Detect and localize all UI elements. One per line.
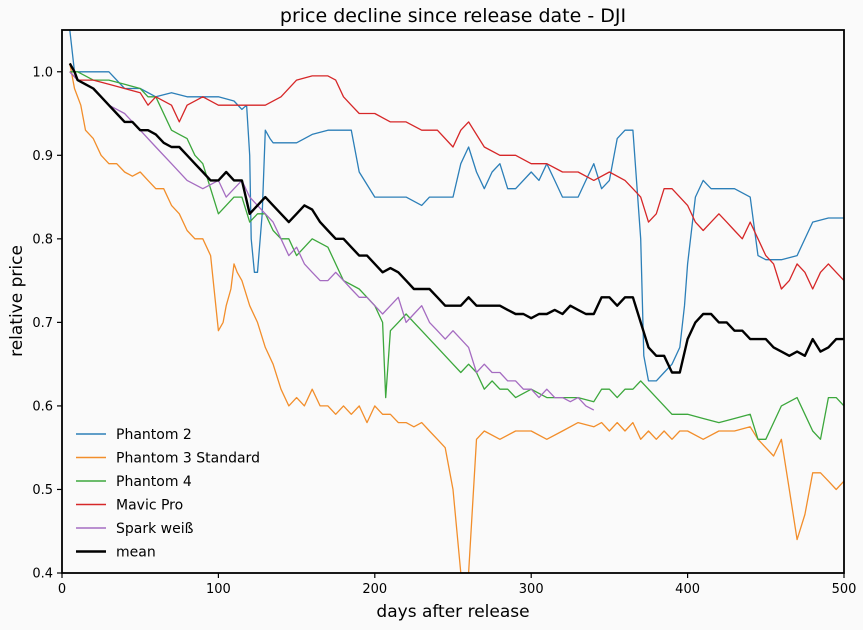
y-axis-label: relative price	[7, 245, 27, 357]
series-line-3	[69, 71, 845, 290]
series-line-1	[69, 63, 845, 574]
legend-label-1: Phantom 3 Standard	[116, 451, 260, 467]
x-axis-label: days after release	[376, 602, 529, 622]
legend: Phantom 2 Phantom 3 Standard Phantom 4 Mavi…	[76, 427, 260, 561]
chart-title: price decline since release date - DJI	[280, 5, 626, 27]
y-tick-label: 0.7	[32, 316, 53, 331]
plot-frame	[61, 29, 845, 574]
x-tick-label: 400	[675, 582, 700, 597]
x-tick-label: 200	[362, 582, 387, 597]
legend-label-3: Mavic Pro	[116, 498, 183, 514]
y-tick-label: 0.6	[32, 399, 53, 414]
y-tick-label: 0.4	[32, 567, 53, 582]
y-tick-label: 0.9	[32, 149, 53, 164]
series-line-2	[69, 71, 845, 440]
series-line-5	[68, 62, 844, 374]
x-tick-label: 0	[58, 582, 66, 597]
legend-label-4: Spark weiß	[116, 521, 194, 537]
legend-label-0: Phantom 2	[116, 427, 192, 443]
x-tick-label: 100	[206, 582, 231, 597]
y-tick-label: 0.8	[32, 232, 53, 247]
x-axis: 0 100 200 300 400 500	[58, 573, 857, 597]
legend-label-2: Phantom 4	[116, 474, 192, 490]
legend-label-5: mean	[116, 545, 156, 561]
x-tick-label: 300	[519, 582, 544, 597]
x-tick-label: 500	[832, 582, 857, 597]
y-axis: 0.4 0.5 0.6 0.7 0.8 0.9 1.0	[32, 65, 62, 582]
series-lines	[68, 29, 845, 574]
y-tick-label: 0.5	[32, 483, 53, 498]
plot-background	[62, 30, 844, 573]
y-tick-label: 1.0	[32, 65, 53, 80]
series-line-0	[69, 29, 844, 382]
series-line-4	[69, 71, 595, 411]
